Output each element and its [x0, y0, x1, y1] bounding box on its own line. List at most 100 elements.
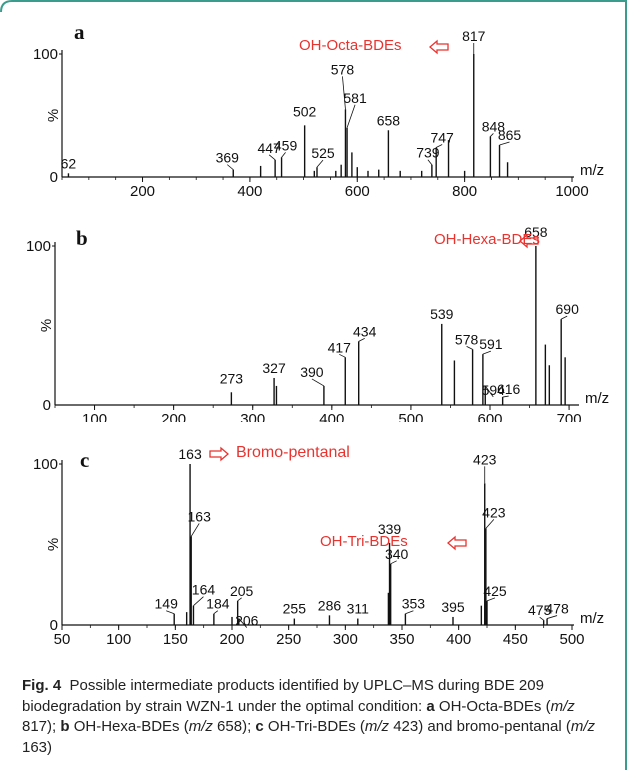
x-tick-label: 100	[106, 631, 131, 648]
peak-leader-line	[316, 159, 324, 168]
peak-leader-line	[193, 596, 204, 606]
x-tick-label: 250	[276, 631, 301, 648]
peak-leader-line	[499, 141, 510, 146]
arrow-left-icon	[519, 233, 539, 249]
x-tick-label: 800	[452, 183, 477, 200]
peak-label: 425	[483, 583, 507, 599]
panel-letter-b: b	[76, 226, 88, 250]
y-tick-label-100: 100	[33, 46, 58, 63]
peak-label: 594	[482, 382, 506, 398]
y-axis-label: %	[38, 319, 55, 332]
peak-leader-line	[539, 616, 544, 621]
caption-part-a-text: OH-Octa-BDEs (	[434, 697, 551, 715]
peak-label: 447	[257, 140, 281, 156]
peak-leader-line	[311, 378, 325, 387]
peak-label: 581	[343, 90, 367, 106]
y-tick-label-100: 100	[33, 456, 58, 473]
annotation-oh-hexa-bdes: OH-Hexa-BDEs	[434, 231, 540, 248]
peak-label: 525	[311, 145, 335, 161]
annotation-bromo-pentanal: Bromo-pentanal	[236, 444, 350, 461]
figure-caption: Fig. 4 Possible intermediate products id…	[22, 676, 612, 758]
peak-label: 690	[556, 301, 580, 317]
peak-label: 206	[235, 613, 259, 629]
peak-label: 539	[430, 306, 454, 322]
peak-leader-line	[502, 395, 509, 398]
peak-label: 848	[482, 118, 506, 134]
caption-part-c2-mz: m/z	[570, 718, 595, 735]
y-axis-label: %	[45, 538, 62, 551]
peak-label: 739	[416, 145, 440, 161]
peak-label: 578	[455, 331, 479, 347]
x-tick-label: 50	[54, 631, 71, 648]
x-tick-label: 700	[557, 411, 582, 422]
peak-label: 658	[524, 224, 548, 240]
x-axis-label: m/z	[580, 162, 604, 179]
y-tick-label-100: 100	[26, 238, 51, 255]
x-tick-label: 600	[345, 183, 370, 200]
peak-label: 417	[328, 339, 352, 355]
x-tick-label: 400	[446, 631, 471, 648]
x-tick-label: 400	[237, 183, 262, 200]
x-tick-label: 200	[161, 411, 186, 422]
x-axis-label: m/z	[580, 610, 604, 627]
peak-leader-line	[190, 523, 200, 537]
y-tick-label-0: 0	[50, 617, 58, 634]
x-axis-label: m/z	[585, 390, 609, 407]
annotation-oh-tri-bdes: OH-Tri-BDEs	[320, 533, 408, 550]
arrow-right-icon	[209, 446, 229, 462]
peak-label: 255	[283, 601, 307, 617]
peak-leader-line	[358, 338, 365, 342]
peak-label: 817	[462, 28, 486, 44]
peak-label: 616	[497, 381, 521, 397]
peak-leader-line	[427, 159, 433, 165]
peak-leader-line	[238, 618, 248, 628]
x-tick-label: 450	[503, 631, 528, 648]
panel-letter-c: c	[80, 448, 90, 472]
peak-label: 865	[498, 127, 522, 143]
caption-part-b-letter: b	[60, 718, 70, 735]
peak-label: 459	[274, 137, 298, 153]
peak-leader-line	[346, 104, 356, 128]
peak-leader-line	[339, 353, 346, 358]
peak-leader-line	[436, 144, 443, 148]
peak-leader-line	[342, 76, 346, 110]
x-tick-label: 500	[559, 631, 584, 648]
x-tick-label: 400	[319, 411, 344, 422]
x-tick-label: 100	[82, 411, 107, 422]
peak-leader-line	[466, 345, 473, 350]
caption-part-b-text: OH-Hexa-BDEs (	[69, 718, 189, 735]
y-tick-label-0: 0	[50, 169, 58, 186]
peak-label: 311	[347, 601, 370, 617]
spectrum-panel-a: a OH-Octa-BDEs 100 0% 200 400 600 800 1000 m/z 6…	[0, 10, 627, 205]
caption-part-c-text: OH-Tri-BDEs (	[263, 718, 365, 735]
caption-part-b-value: 658);	[212, 718, 256, 735]
peak-label: 340	[385, 546, 409, 562]
peak-leader-line	[486, 597, 496, 602]
arrow-left-icon	[429, 39, 449, 55]
peak-label: 184	[206, 596, 230, 612]
caption-intro: Possible intermediate products identifie…	[22, 677, 544, 715]
peak-leader-line	[390, 560, 397, 565]
peak-leader-line	[268, 154, 276, 161]
x-tick-label: 600	[477, 411, 502, 422]
x-tick-label: 500	[398, 411, 423, 422]
peak-label: 434	[353, 323, 377, 339]
caption-part-a-value: 817);	[22, 718, 61, 735]
peak-label: 747	[430, 129, 454, 145]
peak-label: 390	[300, 364, 324, 380]
peak-leader-line	[213, 610, 219, 615]
peak-label: 353	[402, 596, 426, 612]
arrow-left-icon	[447, 535, 467, 551]
peak-label: 475	[528, 602, 552, 618]
peak-label: 502	[293, 103, 317, 119]
caption-part-a-mz: m/z	[550, 697, 575, 715]
peak-label: 327	[262, 360, 286, 376]
peak-label: 163	[188, 508, 212, 524]
x-tick-label: 200	[130, 183, 155, 200]
y-axis-label: %	[45, 109, 62, 122]
x-tick-label: 300	[333, 631, 358, 648]
peak-label: 339	[378, 521, 402, 537]
x-tick-label: 350	[389, 631, 414, 648]
